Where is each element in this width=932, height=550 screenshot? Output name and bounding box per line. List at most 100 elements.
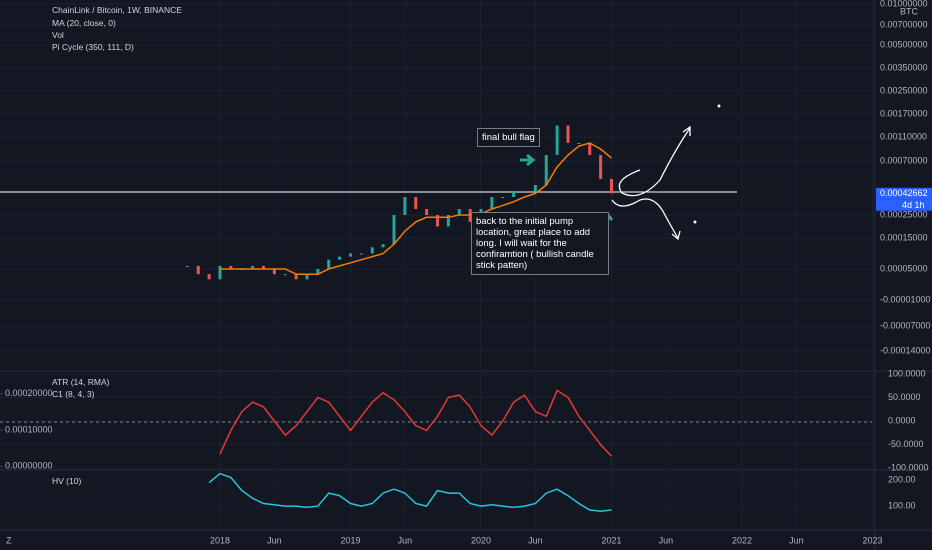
y-tick-label: 0.01000000 — [880, 0, 928, 8]
candle — [577, 143, 581, 144]
y-tick-label: 0.00170000 — [880, 108, 928, 118]
candle — [457, 209, 461, 215]
y-tick-label: 0.00110000 — [880, 131, 927, 141]
candle — [338, 256, 342, 260]
candle — [229, 265, 233, 269]
y-tick-label: 0.00010000 — [5, 424, 53, 434]
y2-tick-label: 50.0000 — [888, 392, 921, 402]
candle — [392, 215, 396, 245]
candle — [196, 265, 200, 275]
y-tick-label: 0.00500000 — [880, 39, 928, 49]
dot — [693, 220, 697, 224]
candle — [403, 197, 407, 215]
candle — [446, 215, 450, 227]
candle — [283, 274, 287, 276]
annotation: final bull flag — [477, 128, 540, 147]
y-tick-label: 0.00005000 — [880, 263, 928, 273]
candle — [425, 209, 429, 215]
x-tick-label: Jun — [267, 535, 282, 545]
candle — [566, 125, 570, 143]
x-tick-label: Jun — [659, 535, 674, 545]
price-badge — [876, 187, 932, 200]
y-tick-label: -0.00001000 — [880, 294, 931, 304]
y-tick-label: 200.00 — [888, 474, 916, 484]
y-tick-label: 0.00020000 — [5, 388, 53, 398]
countdown-label: 4d 1h — [902, 200, 925, 210]
series-line — [208, 472, 612, 513]
candle — [588, 143, 592, 155]
y-tick-label: 0.00700000 — [880, 19, 928, 29]
y-tick-label: 0.00015000 — [880, 232, 928, 242]
y-tick-label: 0.00025000 — [880, 209, 928, 219]
candle — [272, 269, 276, 275]
candle — [533, 185, 537, 191]
x-tick-label: Jun — [398, 535, 413, 545]
x-tick-label: 2019 — [340, 535, 360, 545]
candle — [370, 247, 374, 254]
dot — [717, 104, 721, 108]
arrow-head — [671, 230, 681, 241]
candle — [316, 269, 320, 275]
x-tick-label: Jun — [789, 535, 804, 545]
y-tick-label: 0.00350000 — [880, 62, 928, 72]
candle — [414, 197, 418, 209]
legend-entry: MA (20, close, 0) — [52, 18, 116, 28]
drawings — [0, 104, 737, 241]
unit-label: BTC — [900, 6, 919, 16]
x-tick-label: 2022 — [732, 535, 752, 545]
y2-tick-label: -100.0000 — [888, 462, 929, 472]
candle — [207, 274, 211, 280]
candle — [349, 253, 352, 257]
candle — [294, 274, 298, 280]
x-tick-label: Jun — [528, 535, 543, 545]
arrow-icon — [520, 153, 536, 167]
candle — [381, 244, 385, 248]
countdown-badge — [876, 199, 932, 211]
y2-tick-label: -50.0000 — [888, 439, 924, 449]
y-tick-label: 0.00250000 — [880, 85, 928, 95]
candle — [327, 259, 331, 269]
series-line — [220, 142, 612, 275]
timezone-icon: Z — [6, 535, 12, 545]
candle — [610, 179, 613, 194]
y-tick-label: -0.00007000 — [880, 320, 931, 330]
price-label: 0.00042662 — [880, 188, 928, 198]
candle — [555, 125, 559, 155]
x-tick-label: 2023 — [862, 535, 882, 545]
candle — [305, 274, 309, 280]
legend-entry: Vol — [52, 30, 64, 40]
candle — [490, 197, 494, 209]
candle — [359, 253, 363, 255]
x-tick-label: 2018 — [210, 535, 230, 545]
arrow-head — [682, 125, 691, 136]
hand-drawn-up — [618, 127, 691, 197]
legend-title: ChainLink / Bitcoin, 1W, BINANCE — [52, 5, 182, 15]
candle — [501, 197, 505, 198]
y2-tick-label: 100.0000 — [888, 368, 926, 378]
legend-entry: Pi Cycle (350, 111, D) — [52, 42, 134, 52]
candle — [251, 265, 255, 269]
candle — [599, 155, 603, 179]
legend-entry: C1 (8, 4, 3) — [52, 389, 95, 399]
x-tick-label: 2021 — [601, 535, 621, 545]
y-tick-label: 0.00070000 — [880, 155, 928, 165]
series-line — [219, 389, 613, 457]
candle — [218, 265, 222, 280]
candle — [436, 215, 439, 227]
y-tick-label: -0.00014000 — [880, 345, 931, 355]
y2-tick-label: 0.0000 — [888, 415, 916, 425]
y-tick-label: 0.00000000 — [5, 461, 53, 471]
legend-entry: HV (10) — [52, 476, 82, 486]
y-tick-label: 100.00 — [888, 500, 916, 510]
candle — [544, 155, 548, 185]
hand-drawn-down — [611, 198, 679, 239]
legend-entry: ATR (14, RMA) — [52, 377, 110, 387]
candle — [523, 191, 526, 192]
candle — [262, 265, 265, 269]
x-tick-label: 2020 — [471, 535, 491, 545]
candle — [512, 191, 516, 197]
annotation: back to the initial pump location, great… — [471, 212, 609, 275]
